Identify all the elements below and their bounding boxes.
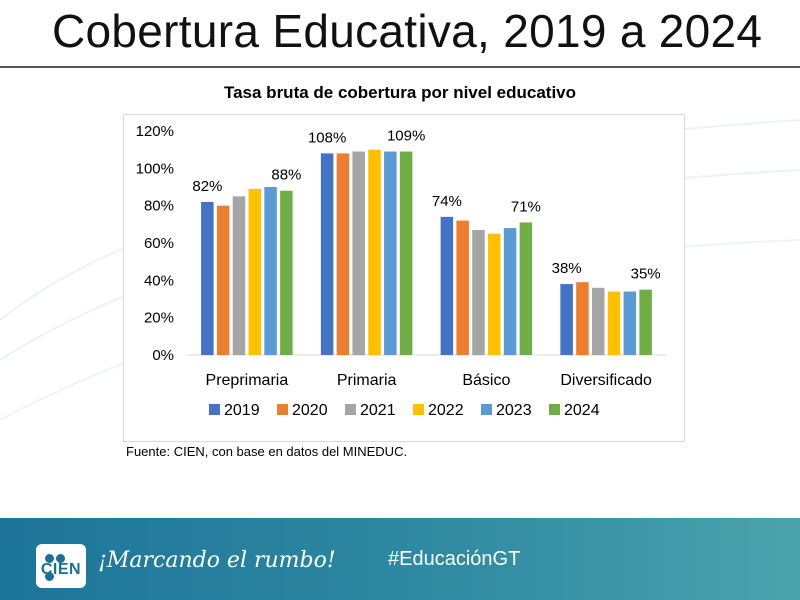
bar-primaria-2024 — [399, 151, 413, 355]
bar-primaria-2022 — [368, 149, 381, 355]
slogan: ¡Marcando el rumbo! — [98, 548, 336, 573]
bar-preprimaria-2024 — [280, 190, 293, 355]
legend-swatch-2021 — [345, 404, 356, 415]
bar-primaria-2020 — [336, 153, 350, 355]
legend-swatch-2022 — [413, 404, 424, 415]
legend-label-2022: 2022 — [428, 402, 464, 419]
legend-label-2023: 2023 — [496, 402, 532, 419]
data-label: 38% — [552, 260, 582, 277]
y-tick-label: 40% — [144, 272, 174, 289]
bar-preprimaria-2019 — [201, 201, 214, 355]
bar-básico-2024 — [519, 222, 533, 355]
bar-preprimaria-2023 — [264, 187, 277, 355]
legend-label-2024: 2024 — [564, 402, 600, 419]
bar-primaria-2023 — [384, 151, 397, 355]
data-label: 82% — [192, 178, 222, 195]
data-label: 109% — [387, 128, 425, 145]
hashtag: #EducaciónGT — [388, 548, 521, 570]
bar-preprimaria-2020 — [216, 205, 230, 355]
logo-text: CIEN — [40, 561, 82, 578]
y-tick-label: 100% — [136, 160, 174, 177]
source-note: Fuente: CIEN, con base en datos del MINE… — [126, 444, 408, 459]
legend-swatch-2024 — [549, 404, 560, 415]
data-label: 71% — [511, 198, 541, 215]
bar-básico-2022 — [488, 233, 501, 355]
bar-diversificado-2022 — [607, 291, 621, 355]
data-label: 108% — [308, 129, 346, 146]
bar-diversificado-2020 — [576, 282, 589, 355]
y-tick-label: 80% — [144, 198, 174, 215]
title-divider — [0, 66, 800, 68]
legend-swatch-2020 — [277, 404, 288, 415]
bar-chart: 0% 20% 40% 60% 80% 100% 120% 82% 88% Preprimaria 1… — [136, 123, 666, 419]
data-label: 35% — [631, 266, 661, 283]
chart-title: Tasa bruta de cobertura por nivel educat… — [223, 83, 577, 102]
y-tick-label: 0% — [152, 347, 174, 364]
x-category-label: Preprimaria — [206, 372, 289, 389]
x-category-label: Primaria — [337, 372, 397, 389]
footer-bar: CIEN ¡Marcando el rumbo! #EducaciónGT — [0, 518, 800, 600]
legend-label-2020: 2020 — [292, 402, 328, 419]
cien-logo: CIEN — [36, 544, 86, 588]
bar-básico-2020 — [456, 220, 469, 355]
y-tick-label: 60% — [144, 235, 174, 252]
bar-diversificado-2021 — [591, 287, 605, 355]
logo-dots-icon — [45, 550, 77, 581]
bar-preprimaria-2021 — [232, 196, 246, 355]
data-label: 74% — [432, 193, 462, 210]
bar-básico-2021 — [472, 229, 485, 355]
y-tick-label: 120% — [136, 123, 174, 140]
bar-diversificado-2019 — [560, 284, 573, 355]
bar-diversificado-2024 — [639, 289, 652, 355]
bar-básico-2023 — [503, 228, 517, 355]
x-category-label: Diversificado — [560, 372, 652, 389]
legend-label-2019: 2019 — [224, 402, 260, 419]
legend-swatch-2019 — [209, 404, 220, 415]
y-tick-label: 20% — [144, 310, 174, 327]
slide-title: Cobertura Educativa, 2019 a 2024 — [52, 5, 763, 57]
data-label: 88% — [271, 167, 301, 184]
bar-diversificado-2023 — [623, 291, 637, 355]
bar-primaria-2019 — [320, 153, 334, 355]
chart-area: 0% 20% 40% 60% 80% 100% 120% 82% 88% Preprimaria 1… — [123, 114, 685, 442]
x-category-label: Básico — [462, 372, 510, 389]
legend-swatch-2023 — [481, 404, 492, 415]
bar-básico-2019 — [440, 216, 454, 355]
bar-primaria-2021 — [352, 151, 365, 355]
bar-preprimaria-2022 — [248, 188, 262, 355]
legend-label-2021: 2021 — [360, 402, 396, 419]
